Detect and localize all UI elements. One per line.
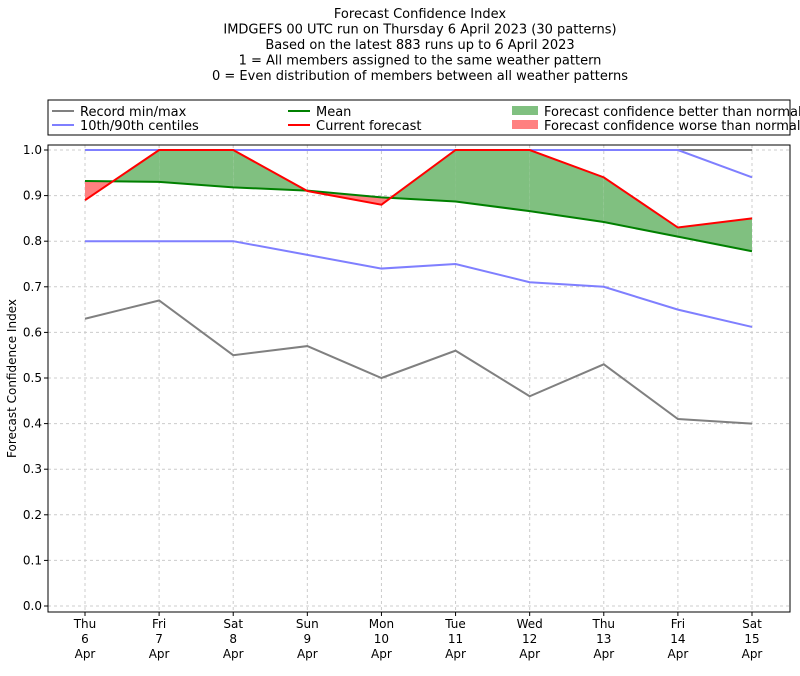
fill-better (677, 218, 752, 252)
x-tick-label: Apr (668, 647, 689, 661)
series-line-current-forecast (84, 149, 753, 229)
chart-title-line: IMDGEFS 00 UTC run on Thursday 6 April 2… (223, 23, 616, 38)
x-tick-label: Sat (223, 617, 243, 631)
x-tick-label: Sun (296, 617, 319, 631)
y-tick-label: 0.0 (23, 599, 42, 613)
x-tick-label: Sat (742, 617, 762, 631)
legend-swatch (512, 106, 538, 115)
legend-box (47, 99, 791, 136)
fill-better (603, 177, 678, 237)
x-tick-label: Thu (592, 617, 616, 631)
x-tick-label: 10 (374, 632, 389, 646)
legend-label: Forecast confidence worse than normal (544, 119, 800, 134)
x-tick-label: Apr (593, 647, 614, 661)
x-tick-label: Apr (445, 647, 466, 661)
chart-title-line: 1 = All members assigned to the same wea… (239, 54, 602, 69)
x-tick-label: 15 (744, 632, 759, 646)
legend-label: Current forecast (316, 119, 422, 134)
x-tick-label: Apr (223, 647, 244, 661)
fill-better (455, 150, 530, 212)
y-tick-label: 0.1 (23, 553, 42, 567)
x-tick-label: Tue (444, 617, 466, 631)
x-tick-label: Fri (152, 617, 166, 631)
x-tick-label: 9 (304, 632, 312, 646)
x-tick-label: Apr (149, 647, 170, 661)
x-tick-label: 12 (522, 632, 537, 646)
plot-frame (47, 144, 791, 613)
legend-swatch (512, 120, 538, 129)
y-tick-label: 0.7 (23, 280, 42, 294)
legend-label: Record min/max (80, 105, 187, 120)
y-tick-label: 0.8 (23, 234, 42, 248)
x-tick-label: Wed (517, 617, 543, 631)
x-tick-label: 13 (596, 632, 611, 646)
x-tick-label: 11 (448, 632, 463, 646)
y-tick-label: 0.2 (23, 508, 42, 522)
legend-label: 10th/90th centiles (80, 119, 199, 134)
x-tick-label: Fri (671, 617, 685, 631)
chart-title-line: 0 = Even distribution of members between… (212, 69, 628, 84)
legend-label: Forecast confidence better than normal (544, 105, 800, 120)
y-tick-label: 0.4 (23, 417, 42, 431)
chart-title-line: Based on the latest 883 runs up to 6 Apr… (265, 38, 574, 53)
x-tick-label: Mon (369, 617, 394, 631)
x-tick-label: Apr (519, 647, 540, 661)
legend-label: Mean (316, 105, 351, 120)
fill-better (159, 150, 234, 188)
series-line-10th-90th-centiles-10th (85, 240, 753, 328)
y-tick-label: 0.6 (23, 325, 42, 339)
y-tick-label: 0.5 (23, 371, 42, 385)
x-tick-label: Thu (73, 617, 97, 631)
x-tick-label: Apr (297, 647, 318, 661)
x-tick-label: 7 (155, 632, 163, 646)
series-line-record-min-max-min (84, 299, 753, 425)
x-tick-label: Apr (742, 647, 763, 661)
series-line-mean (84, 180, 753, 253)
y-tick-label: 0.3 (23, 462, 42, 476)
x-tick-label: 14 (670, 632, 685, 646)
x-tick-label: Apr (371, 647, 392, 661)
y-tick-label: 1.0 (23, 143, 42, 157)
x-tick-label: 8 (229, 632, 237, 646)
y-tick-label: 0.9 (23, 189, 42, 203)
y-axis-label: Forecast Confidence Index (5, 299, 19, 458)
x-tick-label: 6 (81, 632, 89, 646)
x-tick-label: Apr (75, 647, 96, 661)
chart-title-line: Forecast Confidence Index (334, 7, 506, 22)
fill-better (529, 150, 604, 223)
